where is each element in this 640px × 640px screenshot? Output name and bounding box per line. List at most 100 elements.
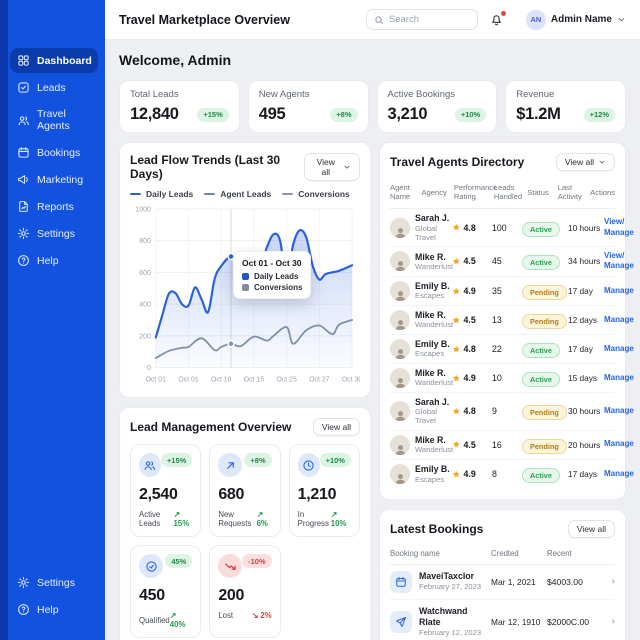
view-all-button[interactable]: View all — [312, 418, 360, 437]
svg-text:600: 600 — [139, 270, 151, 277]
sidebar-footer-item-label: Help — [37, 603, 59, 616]
dashboard-icon — [17, 54, 30, 67]
status-badge: Pending — [522, 284, 567, 300]
mini-badge: 45% — [165, 554, 193, 569]
tooltip-row: Conversions — [242, 283, 302, 292]
bookings-icon — [17, 146, 30, 159]
agent-rating: 4.8 — [463, 406, 476, 417]
agent-action-link[interactable]: Manage — [604, 314, 634, 324]
search-box[interactable] — [365, 9, 478, 30]
sidebar-rail — [0, 0, 8, 640]
mini-trend: ↗ 6% — [256, 510, 268, 529]
agent-avatar — [390, 367, 410, 388]
agent-name: Mike R. — [415, 251, 446, 262]
person-icon — [393, 471, 408, 485]
bell-icon[interactable] — [489, 12, 504, 27]
agent-action-link[interactable]: Manage — [604, 372, 634, 382]
mini-value: 680 — [218, 486, 245, 504]
sidebar-item[interactable]: Reports — [10, 194, 98, 219]
chevron-right-icon[interactable]: › — [611, 576, 615, 588]
status-badge: Pending — [522, 438, 567, 454]
lead-flow-chart[interactable]: 0 200 400 600 800 1000 Oct 01 Oct 01 Oct 10 Oct 1… — [130, 203, 360, 387]
agent-action-link[interactable]: Manage — [604, 405, 634, 415]
star-icon — [452, 470, 461, 479]
sidebar-item-label: Travel Agents — [37, 108, 70, 132]
agent-action-link[interactable]: Manage — [604, 285, 634, 295]
agent-avatar — [390, 280, 410, 301]
arrow-up-right-icon — [224, 459, 237, 472]
left-column: Lead Flow Trends (Last 30 Days) View all… — [119, 142, 371, 640]
agent-avatar — [390, 338, 410, 359]
agent-action-link[interactable]: Manage — [604, 439, 634, 449]
sidebar-item[interactable]: Marketing — [10, 167, 98, 192]
person-icon — [393, 317, 408, 330]
stat-value: 3,210 — [387, 105, 428, 123]
lead-mini-card: 45% 450 Qualified ↗ 40% — [130, 545, 202, 639]
latest-bookings-card: Latest Bookings View all Booking name Cr… — [379, 508, 626, 640]
star-icon — [452, 257, 461, 266]
svg-text:0: 0 — [147, 365, 151, 372]
agent-action-link[interactable]: View/ Manage — [604, 250, 634, 271]
chevron-down-icon — [343, 163, 351, 171]
booking-name: Watchwand Rlate — [419, 605, 468, 627]
agent-row: Emily B. Escapes 4.9 8 Active 17 days — [390, 460, 634, 489]
view-all-button[interactable]: View all — [303, 153, 360, 181]
sidebar-item[interactable]: Bookings — [10, 140, 98, 165]
booking-row[interactable]: Watchwand Rlate February 12, 2023 Mar 12… — [390, 600, 615, 640]
sidebar-item[interactable]: Help — [10, 248, 98, 273]
sidebar-item[interactable]: Travel Agents — [10, 102, 98, 138]
agent-action-link[interactable]: Manage — [604, 468, 634, 478]
agent-row: Sarah J. Global Travel 4.8 100 Active 10… — [390, 209, 634, 247]
agent-leads: 9 — [492, 406, 497, 417]
search-input[interactable] — [388, 14, 470, 25]
status-badge: Active — [522, 255, 560, 271]
agent-action-link[interactable]: View/ Manage — [604, 217, 634, 237]
status-badge: Pending — [522, 405, 567, 421]
view-all-button[interactable]: View all — [567, 519, 615, 538]
sidebar-item[interactable]: Settings — [10, 221, 98, 246]
lead-mini-row-2: 45% 450 Qualified ↗ 40% — [130, 545, 360, 639]
stat-label: Total Leads — [130, 89, 179, 100]
sidebar-item[interactable]: Dashboard — [10, 48, 98, 73]
stat-card: Revenue $1.2M +12% — [505, 80, 626, 133]
mini-value: 2,540 — [139, 486, 178, 504]
agent-action-link[interactable]: Manage — [604, 343, 634, 353]
agent-agency: Global Travel — [415, 223, 437, 242]
status-badge: Active — [522, 342, 560, 358]
agent-name: Mike R. — [415, 434, 446, 445]
avatar: AN — [525, 9, 546, 30]
sidebar-item[interactable]: Leads — [10, 75, 98, 100]
sidebar-footer-item[interactable]: Settings — [10, 570, 98, 595]
tooltip-row: Daily Leads — [242, 272, 302, 281]
status-badge: Active — [522, 371, 560, 387]
mini-trend: ↘ 2% — [251, 611, 272, 621]
agent-name: Emily B. — [415, 464, 450, 475]
sidebar-footer-item[interactable]: Help — [10, 597, 98, 622]
chevron-down-icon — [598, 158, 606, 166]
person-icon — [393, 442, 408, 455]
calendar-icon — [395, 576, 407, 588]
agent-last-activity: 17 days — [568, 469, 598, 480]
sidebar-item-label: Dashboard — [37, 54, 92, 67]
reports-icon — [17, 200, 30, 213]
stat-value: 495 — [258, 105, 286, 123]
star-icon — [452, 287, 461, 296]
agent-avatar — [390, 434, 410, 455]
legend-swatch — [130, 192, 141, 196]
status-badge: Active — [522, 221, 560, 237]
right-column: Travel Agents Directory View all Agent N… — [379, 142, 634, 640]
mini-trend: ↗ 15% — [173, 510, 190, 529]
agent-last-activity: 20 hours — [568, 439, 601, 450]
person-icon — [393, 288, 408, 301]
sidebar-item-label: Marketing — [37, 173, 84, 186]
view-all-button[interactable]: View all — [555, 153, 615, 171]
chevron-right-icon[interactable]: › — [611, 616, 615, 628]
mini-badge: +15% — [160, 453, 193, 468]
user-menu[interactable]: AN Admin Name — [525, 9, 626, 30]
svg-text:Oct 15: Oct 15 — [244, 376, 265, 383]
booking-row[interactable]: MaveiTaxclor February 27, 2023 Mar 1, 20… — [390, 565, 615, 600]
agent-name: Sarah J. — [415, 213, 450, 224]
bookings-table-header: Booking name Credted Recent — [390, 546, 615, 565]
person-icon — [393, 408, 408, 422]
booking-created: Mar 1, 2021 — [491, 576, 536, 587]
